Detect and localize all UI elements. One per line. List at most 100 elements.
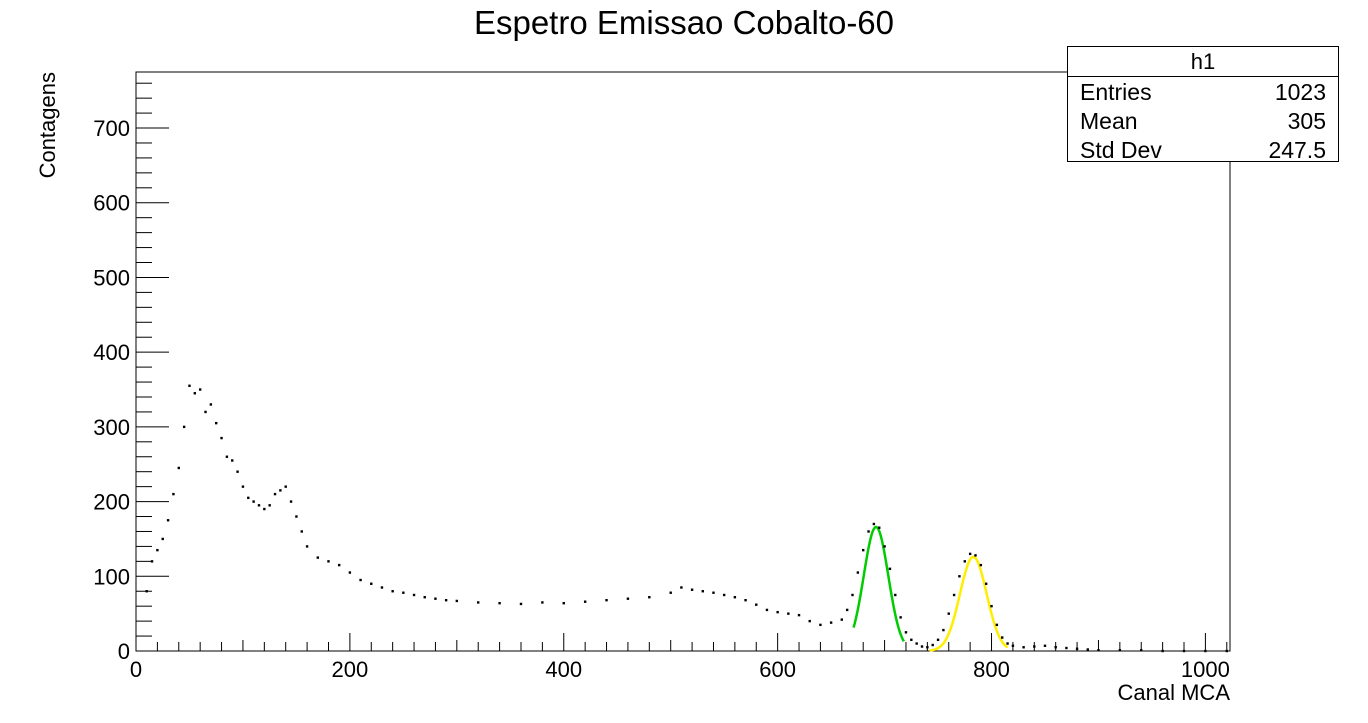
y-tick-label: 600 <box>93 191 130 216</box>
data-point <box>915 642 918 645</box>
chart-title: Espetro Emissao Cobalto-60 <box>473 4 895 41</box>
data-point <box>300 530 303 533</box>
data-point <box>765 608 769 612</box>
data-point <box>225 455 229 458</box>
fit-curve-0 <box>852 525 905 642</box>
stats-row-entries: Entries 1023 <box>1068 77 1338 106</box>
data-point <box>1161 649 1164 653</box>
data-point <box>359 578 362 582</box>
y-axis: 0 100 200 300 400 500 600 700 Contagens <box>35 72 169 664</box>
data-point <box>958 575 961 578</box>
data-point <box>605 598 608 602</box>
data-point <box>712 591 715 594</box>
data-point <box>845 608 849 612</box>
plot-frame <box>135 71 1231 652</box>
y-tick-label: 700 <box>93 116 130 141</box>
data-point <box>172 492 175 496</box>
data-point <box>220 436 223 440</box>
data-point <box>263 507 266 511</box>
data-point <box>1001 636 1004 639</box>
data-point <box>733 596 737 599</box>
data-point <box>204 410 207 414</box>
x-tick-label: 1000 <box>1181 657 1230 682</box>
data-point <box>289 500 293 503</box>
stats-value: 1023 <box>1274 79 1326 105</box>
data-point <box>808 619 811 623</box>
stats-label: Std Dev <box>1080 137 1162 163</box>
fit-curve-1 <box>929 555 1009 652</box>
data-point <box>1006 642 1009 645</box>
data-point <box>952 593 956 597</box>
data-point <box>680 586 683 589</box>
x-tick-label: 0 <box>130 657 142 682</box>
data-point <box>337 563 341 567</box>
data-point <box>1011 644 1015 647</box>
x-axis-label: Canal MCA <box>1118 680 1231 705</box>
data-point <box>434 597 437 600</box>
data-point <box>519 602 523 606</box>
data-point <box>1097 649 1100 652</box>
stats-value: 305 <box>1287 108 1326 134</box>
data-point <box>402 591 405 594</box>
stats-label: Entries <box>1080 79 1152 105</box>
data-point <box>583 600 587 603</box>
data-point <box>867 530 870 533</box>
y-axis-label: Contagens <box>35 72 60 178</box>
data-point <box>1033 645 1036 648</box>
data-point <box>150 560 154 563</box>
x-tick-label: 600 <box>759 657 796 682</box>
data-point <box>268 504 271 507</box>
data-point <box>942 628 945 632</box>
data-point <box>669 591 672 594</box>
data-point <box>370 582 373 585</box>
data-point <box>1225 649 1228 653</box>
x-tick-label: 200 <box>332 657 369 682</box>
data-point <box>1182 649 1186 653</box>
data-point <box>701 590 704 593</box>
data-point <box>920 645 924 648</box>
data-point <box>984 582 988 585</box>
data-point <box>861 548 865 552</box>
data-point <box>648 596 651 599</box>
data-point <box>776 610 779 614</box>
x-tick-label: 400 <box>545 657 582 682</box>
data-point <box>156 548 159 552</box>
data-point <box>477 601 480 604</box>
data-point <box>412 593 416 597</box>
data-point <box>829 621 833 624</box>
data-point <box>209 403 213 406</box>
stats-row-mean: Mean 305 <box>1068 106 1338 135</box>
data-point <box>840 618 844 621</box>
data-point <box>722 593 726 597</box>
data-point <box>166 519 170 522</box>
data-point <box>193 392 197 395</box>
data-point <box>819 623 822 627</box>
data-point <box>1065 646 1068 650</box>
data-point <box>279 489 282 492</box>
data-point <box>936 638 940 641</box>
data-point <box>851 593 854 597</box>
data-point <box>295 515 298 518</box>
data-point <box>348 571 352 574</box>
data-point <box>327 560 330 563</box>
data-point <box>904 631 908 634</box>
y-tick-label: 100 <box>93 564 130 589</box>
y-tick-label: 200 <box>93 490 130 515</box>
data-point <box>1054 646 1057 649</box>
data-point <box>974 554 977 557</box>
data-point <box>241 485 245 488</box>
data-point <box>878 526 881 529</box>
y-tick-label: 500 <box>93 265 130 290</box>
data-point <box>1086 648 1089 651</box>
data-point <box>995 623 999 627</box>
data-point <box>968 552 972 556</box>
data-point <box>894 593 897 597</box>
data-point <box>1204 649 1207 653</box>
stats-value: 247.5 <box>1268 137 1326 163</box>
data-point <box>787 612 790 615</box>
stats-row-std-dev: Std Dev 247.5 <box>1068 135 1338 164</box>
data-point <box>215 421 218 425</box>
data-point <box>883 545 886 548</box>
data-point <box>910 638 913 641</box>
